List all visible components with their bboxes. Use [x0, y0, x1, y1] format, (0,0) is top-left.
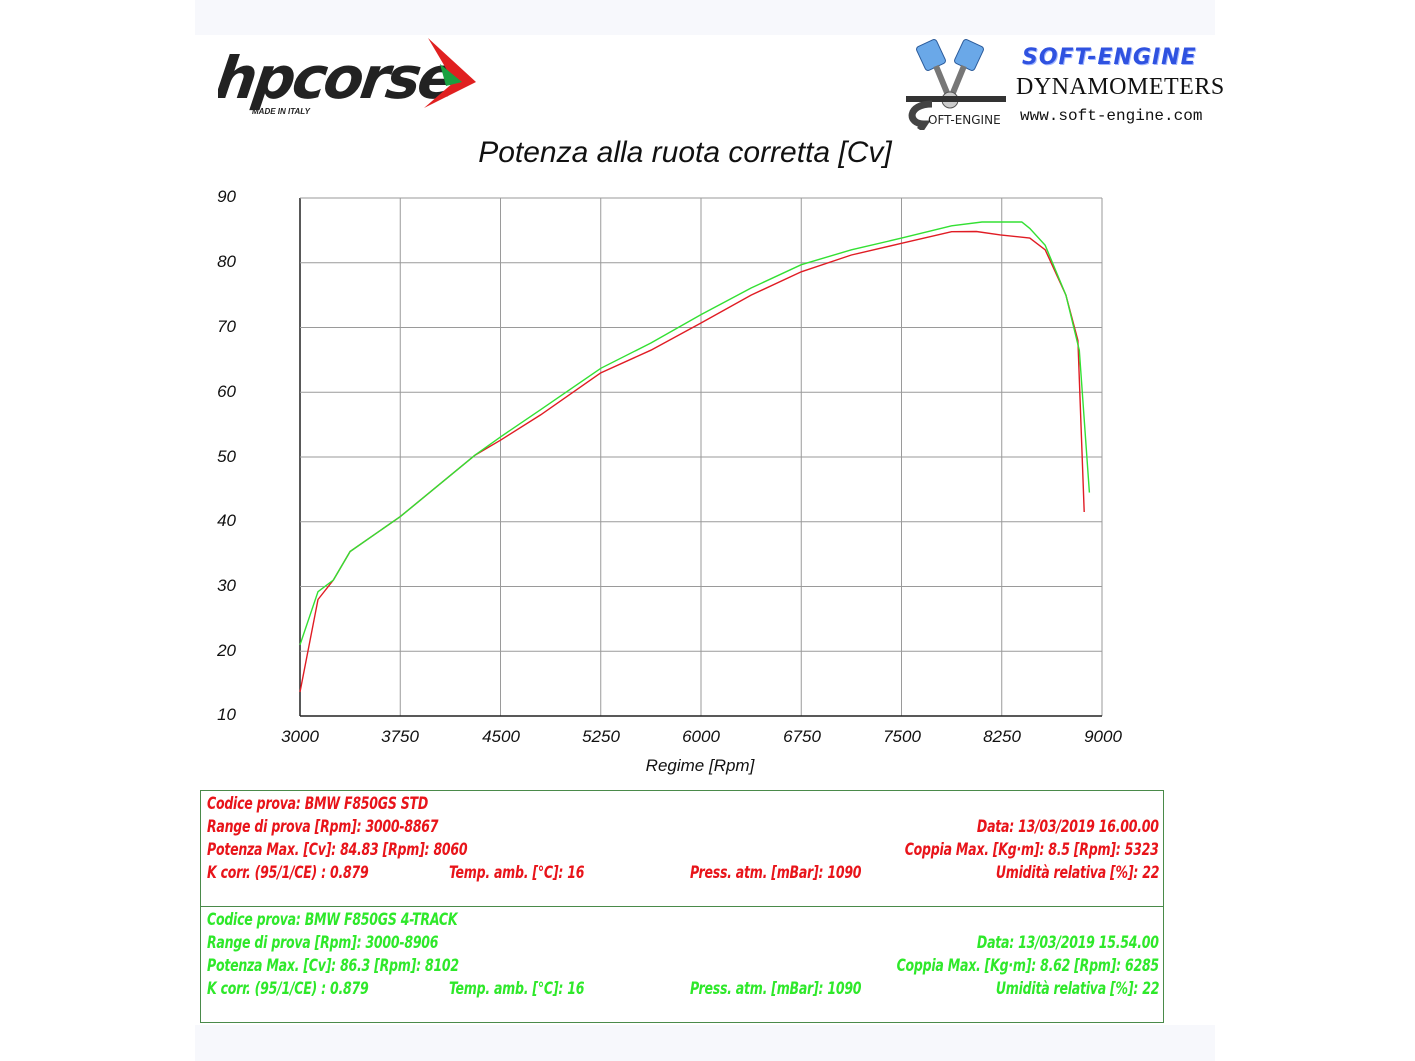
x-tick: 4500	[482, 727, 520, 746]
x-tick: 6000	[682, 727, 720, 746]
y-tick: 80	[217, 252, 236, 271]
std-range: Range di prova [Rpm]: 3000-8867	[207, 817, 439, 837]
std-kcorr: K corr. (95/1/CE) : 0.879	[207, 863, 369, 883]
svg-text:hpcorse: hpcorse	[218, 44, 461, 112]
track-umidita: Umidità relativa [%]: 22	[995, 979, 1160, 999]
std-coppia: Coppia Max. [Kg·m]: 8.5 [Rpm]: 5323	[905, 840, 1159, 860]
chart-title: Potenza alla ruota corretta [Cv]	[478, 136, 892, 169]
x-tick: 8250	[983, 727, 1021, 746]
series-line-4track	[299, 221, 1091, 646]
std-potenza: Potenza Max. [Cv]: 84.83 [Rpm]: 8060	[207, 840, 468, 860]
x-tick: 3750	[381, 727, 419, 746]
top-band	[195, 0, 1215, 35]
x-tick: 7500	[883, 727, 921, 746]
std-umidita: Umidità relativa [%]: 22	[995, 863, 1160, 883]
x-tick: 3000	[281, 727, 319, 746]
track-kcorr: K corr. (95/1/CE) : 0.879	[207, 979, 369, 999]
x-tick: 9000	[1084, 727, 1122, 746]
y-tick: 30	[217, 576, 236, 595]
track-potenza: Potenza Max. [Cv]: 86.3 [Rpm]: 8102	[207, 956, 459, 976]
track-range: Range di prova [Rpm]: 3000-8906	[207, 933, 439, 953]
y-tick: 50	[217, 447, 236, 466]
track-coppia: Coppia Max. [Kg·m]: 8.62 [Rpm]: 6285	[896, 956, 1160, 976]
std-data: Data: 13/03/2019 16.00.00	[977, 817, 1159, 837]
std-press: Press. atm. [mBar]: 1090	[690, 863, 862, 883]
soft-engine-brand: SOFT-ENGINE	[1022, 45, 1197, 70]
y-tick: 40	[217, 511, 236, 530]
bottom-band	[195, 1025, 1215, 1061]
track-data: Data: 13/03/2019 15.54.00	[977, 933, 1159, 953]
y-tick: 90	[217, 187, 236, 206]
y-tick: 70	[217, 317, 236, 336]
soft-engine-logo: OFT-ENGINE	[902, 38, 1222, 132]
soft-engine-subtitle: DYNAMOMETERS	[1016, 74, 1225, 100]
x-tick: 5250	[582, 727, 620, 746]
svg-text:MADE IN ITALY: MADE IN ITALY	[252, 107, 311, 116]
series-line-std	[299, 230, 1085, 693]
y-tick: 20	[217, 641, 236, 660]
track-press: Press. atm. [mBar]: 1090	[690, 979, 862, 999]
svg-text:OFT-ENGINE: OFT-ENGINE	[928, 113, 1001, 127]
info-divider	[201, 906, 1163, 907]
piston-emblem-icon: OFT-ENGINE	[906, 39, 1006, 132]
soft-engine-url: www.soft-engine.com	[1020, 107, 1203, 125]
y-tick: 60	[217, 382, 236, 401]
std-temp: Temp. amb. [°C]: 16	[449, 863, 585, 883]
hpcorse-logo: hpcorse MADE IN ITALY	[218, 38, 476, 116]
std-codice: Codice prova: BMW F850GS STD	[207, 794, 428, 814]
y-tick: 10	[217, 705, 236, 724]
x-axis-label: Regime [Rpm]	[645, 756, 755, 775]
x-tick: 6750	[783, 727, 821, 746]
grid-lines	[299, 197, 1103, 717]
test-info-box: Codice prova: BMW F850GS STD Range di pr…	[200, 790, 1164, 1023]
track-temp: Temp. amb. [°C]: 16	[449, 979, 585, 999]
track-codice: Codice prova: BMW F850GS 4-TRACK	[207, 910, 458, 930]
